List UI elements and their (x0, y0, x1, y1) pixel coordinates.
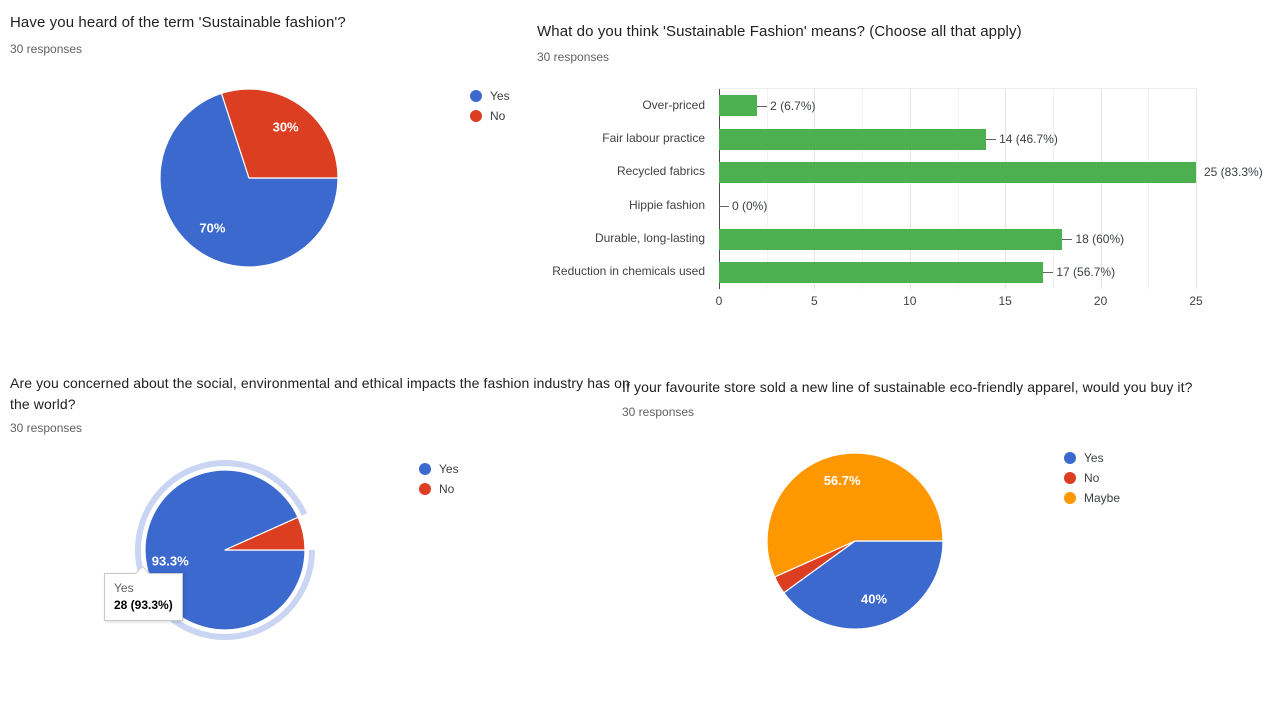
x-tick-label: 0 (715, 294, 723, 308)
gridline-minor (862, 89, 864, 289)
legend-swatch-icon (470, 110, 482, 122)
bar-value-label: 17 (56.7%) (1056, 265, 1116, 280)
question-title: Are you concerned about the social, envi… (10, 375, 630, 412)
bar-category-label: Fair labour practice (602, 131, 705, 145)
bar-leader-line (1062, 239, 1073, 240)
legend-label: No (490, 109, 506, 123)
y-axis-line (719, 89, 720, 289)
legend-swatch-icon (470, 90, 482, 102)
pie-slice-label: 40% (861, 592, 887, 607)
gridline-minor (1148, 89, 1150, 289)
tooltip-label: Yes (114, 581, 134, 595)
tooltip-value: 28 (93.3%) (114, 598, 173, 612)
pie-slice-yes[interactable] (783, 540, 944, 630)
question-title: If your favourite store sold a new line … (622, 379, 1193, 395)
bar-value-label: 14 (46.7%) (999, 132, 1058, 146)
legend-label: No (439, 482, 455, 496)
gridline-minor (1052, 89, 1054, 289)
chart-legend: Yes No (470, 89, 510, 129)
pie-slice-yes[interactable] (159, 92, 339, 268)
legend-swatch-icon (1064, 452, 1076, 464)
response-count: 30 responses (537, 50, 610, 64)
gridline-major (1005, 89, 1007, 289)
legend-label: Yes (439, 462, 459, 476)
legend-swatch-icon (419, 483, 431, 495)
gridline-minor (957, 89, 959, 289)
legend-item-maybe: Maybe (1064, 491, 1120, 505)
bar-value-label: 25 (83.3%) (1204, 165, 1263, 180)
bar-durable-long-lasting[interactable] (719, 228, 1063, 250)
response-count: 30 responses (10, 42, 83, 56)
chart-legend: Yes No Maybe (1064, 451, 1120, 511)
response-count: 30 responses (10, 421, 83, 435)
bar-over-priced[interactable] (719, 95, 758, 117)
pie-slice-no[interactable] (224, 516, 306, 551)
bar-leader-line (719, 205, 729, 207)
pie-slice-label: 30% (273, 120, 299, 135)
bar-fair-labour-practice[interactable] (719, 128, 987, 150)
pie-slice-label: 56.7% (824, 473, 861, 488)
pie-slice-label: 70% (199, 220, 225, 235)
question-title: Have you heard of the term 'Sustainable … (10, 14, 346, 31)
pie-slice-no[interactable] (220, 88, 339, 179)
x-tick-label: 25 (1189, 294, 1203, 308)
gridline-major (1100, 89, 1102, 289)
hover-tooltip: Yes 28 (93.3%) (104, 565, 183, 621)
bar-value-label: 2 (6.7%) (770, 98, 816, 113)
bar-category-label: Hippie fashion (628, 197, 705, 212)
bar-category-label: Recycled fabrics (616, 164, 705, 179)
pie-slice-maybe[interactable] (766, 452, 944, 578)
pie-chart: 40% 56.7% (766, 452, 944, 630)
bar-leader-line (1043, 272, 1054, 274)
response-count: 30 responses (622, 405, 695, 419)
bar-category-label: Reduction in chemicals used (552, 264, 705, 279)
gridline-major (1196, 89, 1197, 289)
bar-recycled-fabrics[interactable] (719, 161, 1196, 183)
legend-item-yes: Yes (1064, 451, 1120, 465)
bar-plot-area: 2 (6.7%) 14 (46.7%) 25 (83.3%) 0 (0%) 18 (60… (719, 88, 1263, 289)
gridline-major (814, 89, 816, 289)
pie-slice-label: 93.3% (152, 554, 189, 569)
bar-leader-line (757, 105, 768, 107)
legend-label: Yes (490, 89, 510, 103)
question-title: What do you think 'Sustainable Fashion' … (537, 23, 1022, 40)
legend-label: No (1084, 471, 1100, 485)
legend-item-no: No (1064, 471, 1120, 485)
legend-swatch-icon (1064, 472, 1076, 484)
bar-reduction-in-chemicals-used[interactable] (719, 261, 1044, 283)
gridline-major (909, 89, 911, 289)
bar-value-label: 18 (60%) (1075, 232, 1125, 246)
legend-item-yes: Yes (419, 462, 459, 476)
x-tick-label: 5 (811, 294, 818, 308)
bar-category-label: Over-priced (642, 97, 705, 112)
bar-value-label: 0 (0%) (732, 198, 768, 213)
legend-swatch-icon (1064, 492, 1076, 504)
legend-item-yes: Yes (470, 89, 510, 103)
legend-item-no: No (470, 109, 510, 123)
pie-chart: 70% 30% (159, 88, 339, 268)
x-axis-tick-labels: 0 5 10 15 20 25 (716, 294, 1203, 310)
bar-category-labels: Over-priced Fair labour practice Recycled … (537, 88, 705, 288)
legend-label: Maybe (1084, 491, 1121, 505)
x-tick-label: 20 (1093, 294, 1108, 308)
legend-swatch-icon (419, 463, 431, 475)
gridline-minor (766, 89, 768, 289)
x-tick-label: 15 (998, 294, 1012, 308)
x-tick-label: 10 (903, 294, 917, 308)
legend-label: Yes (1084, 451, 1104, 465)
chart-legend: Yes No (419, 462, 459, 502)
bar-leader-line (986, 139, 997, 140)
legend-item-no: No (419, 482, 459, 496)
bar-category-label: Durable, long-lasting (594, 231, 705, 245)
